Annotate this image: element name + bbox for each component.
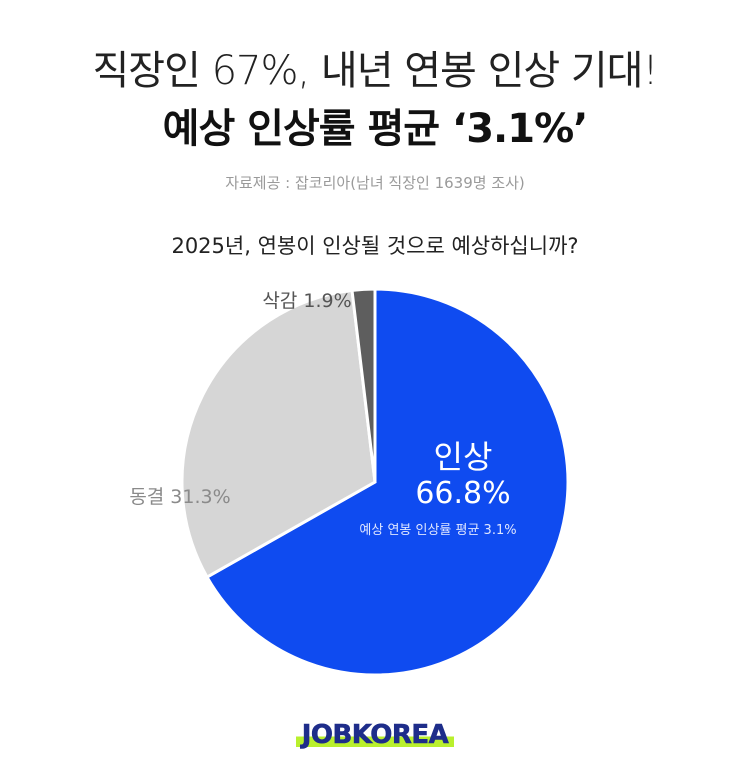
label-increase-note: 예상 연봉 인상률 평균 3.1% (359, 523, 516, 538)
headline-primary: 직장인 67%, 내년 연봉 인상 기대! (92, 48, 658, 94)
slice-freeze (180, 288, 377, 580)
label-freeze: 동결 31.3% (129, 486, 230, 508)
jobkorea-logo: JOBKOREA (0, 718, 750, 750)
label-increase-name: 인상 (434, 438, 493, 476)
logo-text: JOBKOREA (295, 718, 455, 750)
slice-increase (205, 287, 570, 677)
source-note: 자료제공 : 잡코리아(남녀 직장인 1639명 조사) (225, 174, 525, 192)
survey-question: 2025년, 연봉이 인상될 것으로 예상하십니까? (171, 234, 579, 258)
slice-cut (350, 287, 377, 483)
headline-secondary: 예상 인상률 평균 ‘3.1%’ (162, 106, 589, 152)
label-cut: 삭감 1.9% (262, 290, 351, 312)
label-increase-value: 66.8% (415, 476, 510, 511)
pie-chart: 인상 66.8% 예상 연봉 인상률 평균 3.1% 동결 31.3% 삭감 1… (129, 287, 570, 677)
